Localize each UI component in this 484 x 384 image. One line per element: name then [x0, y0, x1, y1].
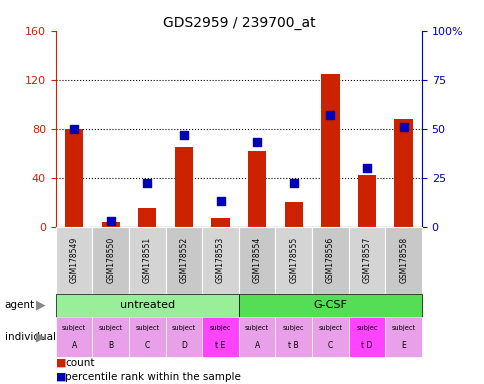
Text: GSM178558: GSM178558: [398, 237, 408, 283]
Text: D: D: [181, 341, 186, 350]
Text: A: A: [71, 341, 76, 350]
Point: [180, 131, 187, 137]
Point: [106, 218, 114, 224]
Text: GSM178550: GSM178550: [106, 237, 115, 283]
Text: count: count: [65, 358, 95, 368]
Text: GSM178552: GSM178552: [179, 237, 188, 283]
Bar: [348, 227, 384, 294]
Bar: [92, 317, 129, 357]
Point: [289, 180, 297, 187]
Text: C: C: [327, 341, 333, 350]
Text: GSM178554: GSM178554: [252, 237, 261, 283]
Bar: [138, 208, 156, 227]
Point: [399, 124, 407, 130]
Bar: [56, 294, 238, 317]
Bar: [238, 227, 275, 294]
Text: subjec: subjec: [356, 325, 377, 331]
Bar: [393, 119, 412, 227]
Text: subject: subject: [171, 325, 196, 331]
Text: GSM178556: GSM178556: [325, 237, 334, 283]
Bar: [238, 317, 275, 357]
Bar: [202, 227, 238, 294]
Text: GSM178551: GSM178551: [142, 237, 151, 283]
Point: [143, 180, 151, 187]
Bar: [101, 222, 120, 227]
Bar: [65, 129, 83, 227]
Text: GSM178549: GSM178549: [69, 237, 78, 283]
Point: [363, 165, 370, 171]
Text: subject: subject: [391, 325, 415, 331]
Bar: [56, 317, 92, 357]
Text: subject: subject: [318, 325, 342, 331]
Bar: [284, 202, 302, 227]
Bar: [384, 317, 421, 357]
Bar: [165, 317, 202, 357]
Text: agent: agent: [5, 300, 35, 310]
Bar: [129, 317, 165, 357]
Text: percentile rank within the sample: percentile rank within the sample: [65, 372, 241, 382]
Title: GDS2959 / 239700_at: GDS2959 / 239700_at: [162, 16, 315, 30]
Text: E: E: [400, 341, 405, 350]
Text: subject: subject: [62, 325, 86, 331]
Bar: [165, 227, 202, 294]
Bar: [56, 227, 92, 294]
Point: [70, 126, 78, 132]
Bar: [275, 227, 312, 294]
Bar: [320, 74, 339, 227]
Text: subject: subject: [244, 325, 269, 331]
Bar: [238, 294, 421, 317]
Text: subjec: subjec: [210, 325, 231, 331]
Bar: [92, 227, 129, 294]
Bar: [129, 227, 165, 294]
Bar: [174, 147, 193, 227]
Text: individual: individual: [5, 332, 56, 342]
Text: t B: t B: [288, 341, 299, 350]
Bar: [384, 227, 421, 294]
Bar: [311, 317, 348, 357]
Point: [326, 112, 333, 118]
Text: G-CSF: G-CSF: [313, 300, 347, 310]
Text: GSM178555: GSM178555: [288, 237, 298, 283]
Bar: [348, 317, 384, 357]
Text: ▶: ▶: [36, 331, 46, 343]
Point: [253, 139, 260, 146]
Bar: [357, 175, 376, 227]
Text: t D: t D: [361, 341, 372, 350]
Text: untreated: untreated: [120, 300, 175, 310]
Text: GSM178557: GSM178557: [362, 237, 371, 283]
Text: ▶: ▶: [36, 299, 46, 312]
Text: t E: t E: [215, 341, 225, 350]
Bar: [311, 227, 348, 294]
Text: C: C: [144, 341, 150, 350]
Text: subject: subject: [135, 325, 159, 331]
Text: subject: subject: [98, 325, 122, 331]
Text: subjec: subjec: [283, 325, 304, 331]
Bar: [275, 317, 312, 357]
Text: GSM178553: GSM178553: [215, 237, 225, 283]
Text: B: B: [108, 341, 113, 350]
Bar: [211, 218, 229, 227]
Text: ■: ■: [56, 358, 66, 368]
Point: [216, 198, 224, 204]
Bar: [202, 317, 238, 357]
Text: ■: ■: [56, 372, 66, 382]
Bar: [247, 151, 266, 227]
Text: A: A: [254, 341, 259, 350]
